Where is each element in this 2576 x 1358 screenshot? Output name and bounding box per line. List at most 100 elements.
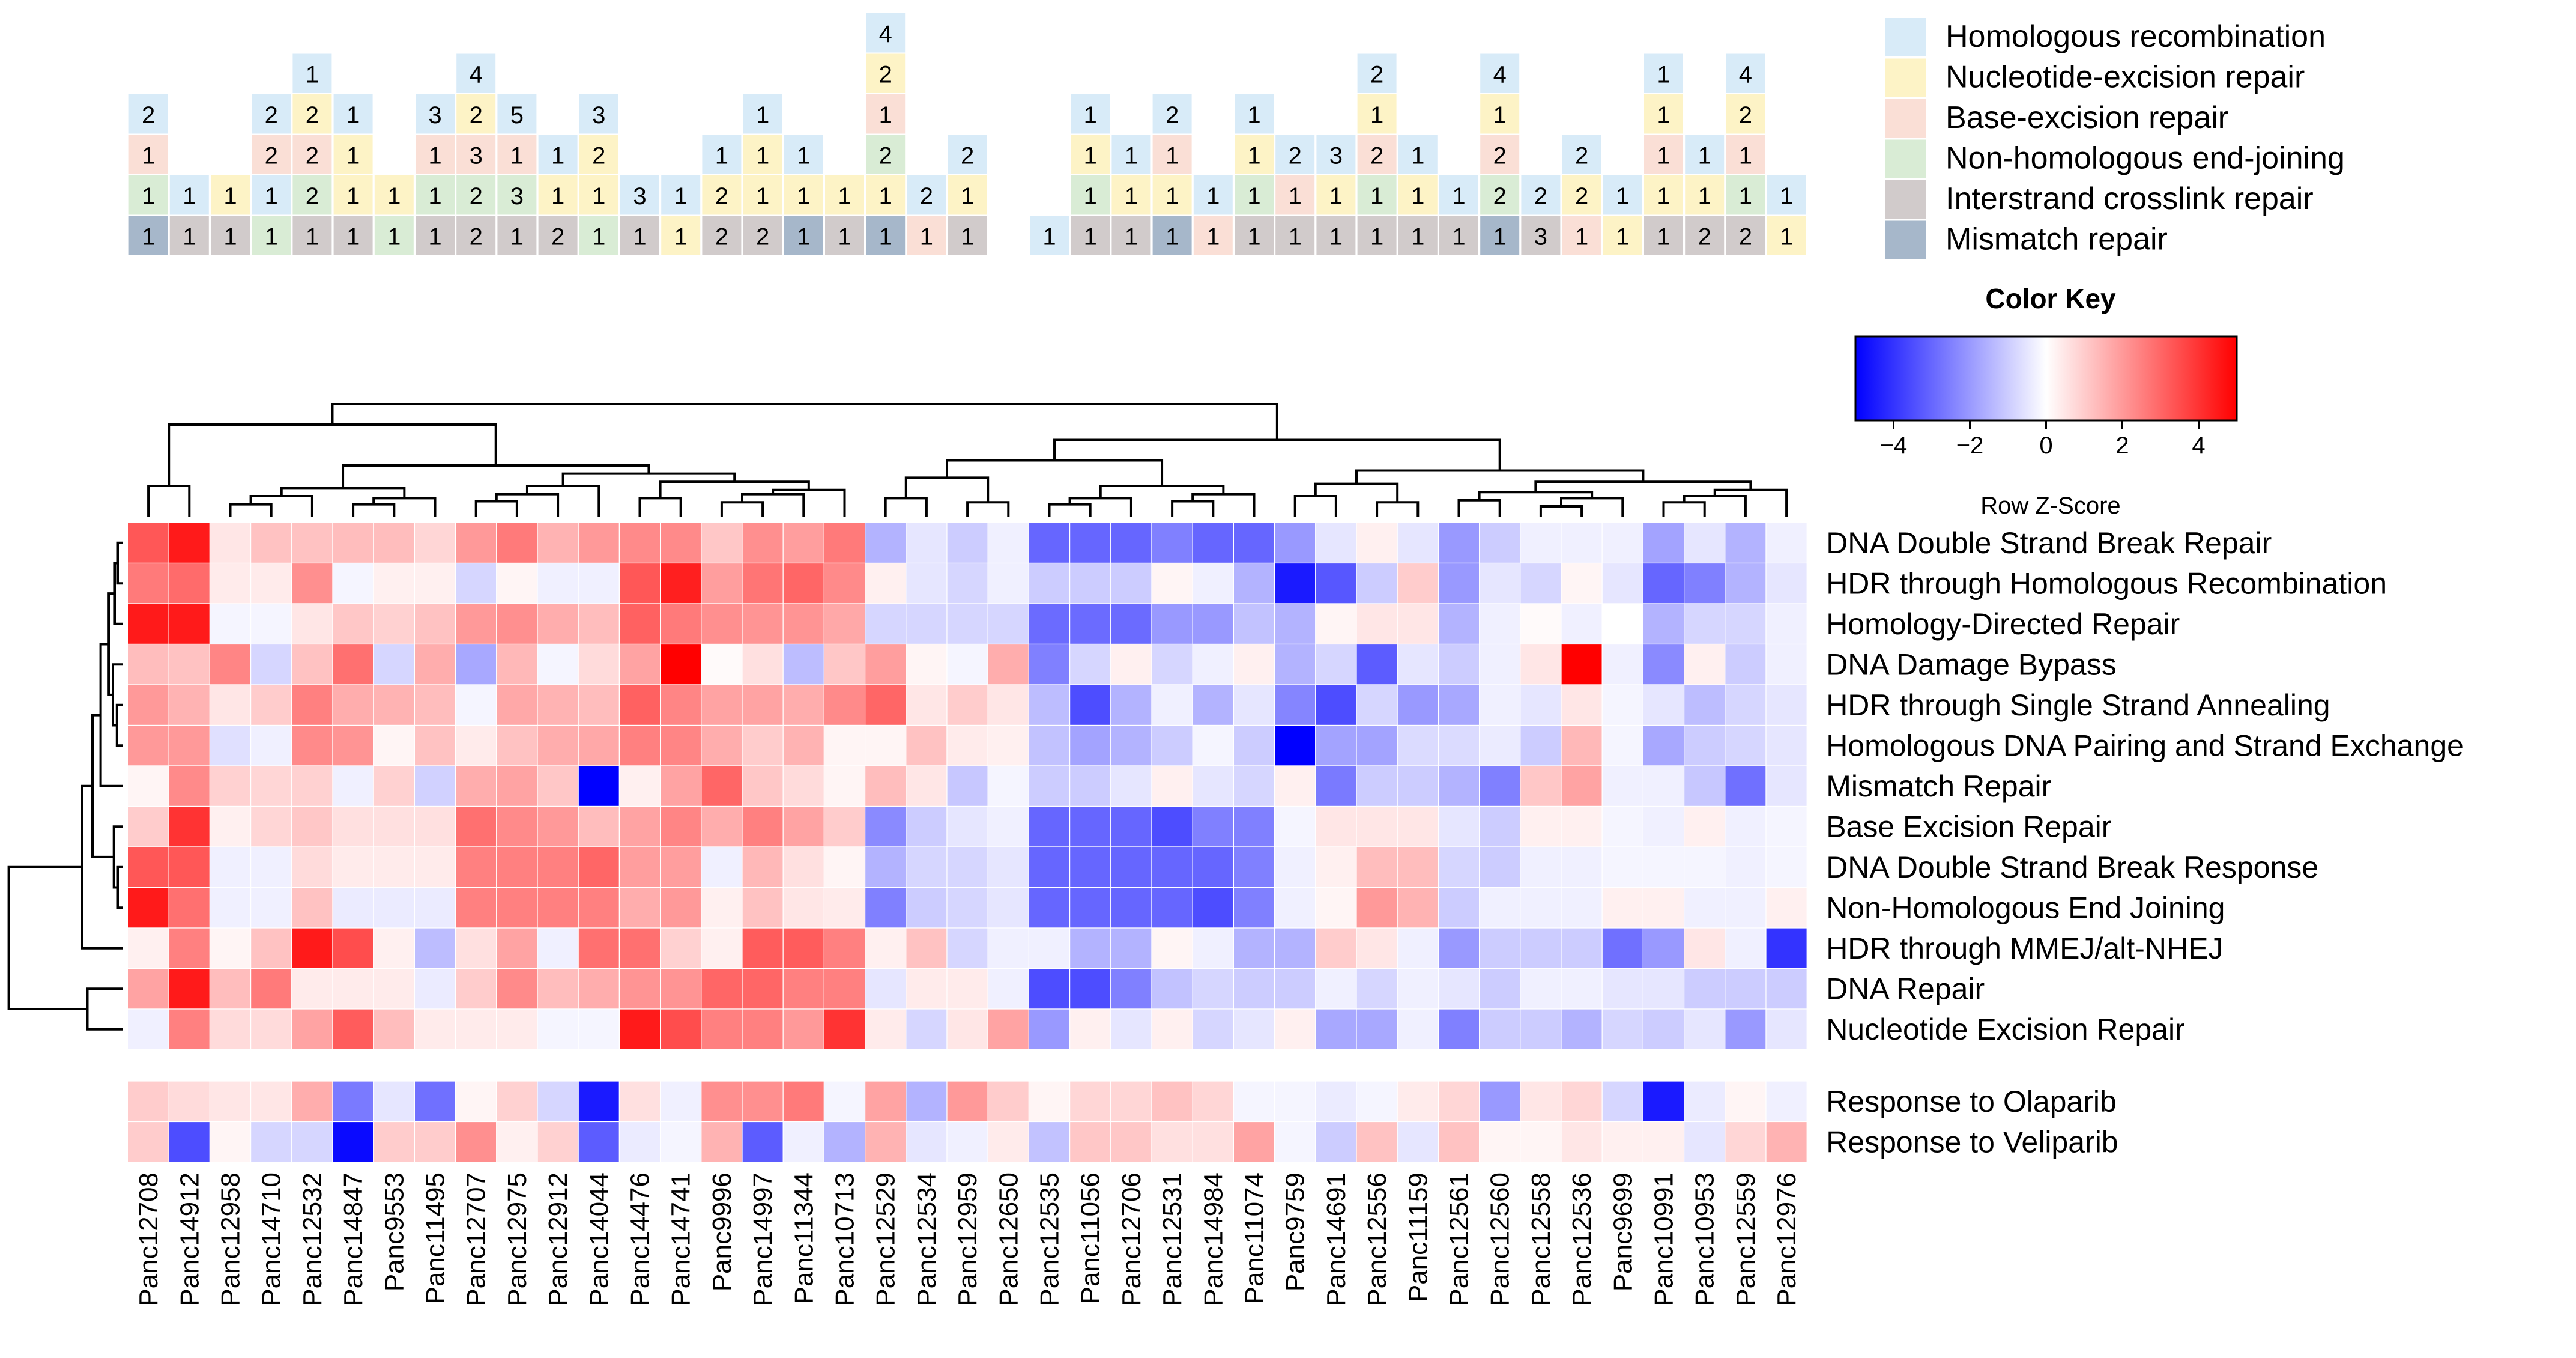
sample-label: Panc10953 [1690,1172,1720,1306]
heatmap-cell [1397,603,1439,645]
heatmap-cell [864,887,907,929]
mutation-count-cell [292,53,332,93]
mutation-count-value: 1 [1042,223,1056,250]
mutation-count-cell [1030,216,1069,255]
sample-label: Panc12706 [1117,1172,1146,1306]
heatmap-cell [1438,1008,1480,1050]
heatmap-cell [742,1008,784,1050]
heatmap-cell [1192,522,1234,564]
legend-swatch [1885,139,1926,178]
mutation-count-cell [1235,94,1274,134]
pathway-label: Base Excision Repair [1826,810,2111,843]
heatmap-cell [946,887,988,929]
drug-response-cell [373,1081,416,1123]
heatmap-cell [1479,562,1521,604]
heatmap-cell [1765,927,1807,969]
heatmap-cell [1725,887,1767,929]
heatmap-cell [864,603,907,645]
heatmap-cell [496,846,538,888]
drug-response-cell [618,1121,661,1163]
heatmap-cell [127,1008,169,1050]
heatmap-cell [1725,968,1767,1010]
heatmap-cell [1765,846,1807,888]
mutation-count-cell [579,94,618,134]
mutation-count-cell [579,175,618,215]
heatmap-cell [1274,522,1316,564]
heatmap-cell [1315,887,1357,929]
heatmap-cell [1151,603,1193,645]
heatmap-cell [1765,603,1807,645]
mutation-count-value: 2 [470,102,483,129]
sample-label: Panc14710 [257,1172,286,1306]
heatmap-cell [373,643,416,685]
mutation-count-cell [456,53,496,93]
heatmap-cell [1069,684,1111,726]
heatmap-cell [659,805,702,847]
mutation-count-cell [1398,175,1438,215]
heatmap-cell [1274,603,1316,645]
mutation-count-cell [661,175,701,215]
heatmap-cell [1192,765,1234,807]
mutation-count-value: 1 [1452,183,1465,210]
pathway-heatmap [127,522,1807,1050]
heatmap-cell [659,846,702,888]
mutation-count-cell [497,94,537,134]
heatmap-cell [1192,684,1234,726]
heatmap-cell [1110,603,1152,645]
heatmap-cell [701,887,743,929]
heatmap-cell [332,968,374,1010]
heatmap-cell [332,765,374,807]
mutation-count-value: 1 [1084,183,1097,210]
dendrogram-branch [331,403,1278,440]
heatmap-cell [1725,522,1767,564]
heatmap-cell [782,968,824,1010]
heatmap-cell [578,968,620,1010]
drug-response-cell [1315,1121,1357,1163]
heatmap-cell [742,887,784,929]
heatmap-cell [823,522,866,564]
mutation-count-cell [1152,135,1192,174]
dendrogram-branch [168,423,497,486]
mutation-count-cell [1685,175,1725,215]
heatmap-cell [1069,968,1111,1010]
mutation-count-value: 1 [1084,223,1097,250]
mutation-count-cell [1275,216,1315,255]
mutation-count-value: 1 [306,61,319,88]
heatmap-cell [496,643,538,685]
heatmap-cell [496,684,538,726]
dendrogram-branch [229,503,273,517]
heatmap-cell [127,968,169,1010]
mutation-count-value: 1 [1739,142,1752,169]
heatmap-cell [455,805,497,847]
mutation-count-value: 1 [346,223,360,250]
legend-label: Homologous recombination [1946,19,2326,54]
mutation-count-cell [252,216,291,255]
mutation-count-value: 4 [470,61,483,88]
sample-label: Panc12561 [1445,1172,1474,1306]
heatmap-cell [1028,522,1071,564]
heatmap-cell [1151,522,1193,564]
mutation-count-cell [1644,135,1683,174]
sample-label: Panc12536 [1567,1172,1597,1306]
heatmap-cell [1520,927,1562,969]
heatmap-cell [496,1008,538,1050]
heatmap-cell [1397,724,1439,766]
mutation-count-cell [702,135,742,174]
drug-response-cell [168,1081,211,1123]
heatmap-cell [250,643,292,685]
heatmap-cell [1110,765,1152,807]
mutation-count-cell [128,175,168,215]
mutation-count-cell [374,175,414,215]
heatmap-cell [1028,927,1071,969]
heatmap-cell [332,1008,374,1050]
heatmap-cell [1110,562,1152,604]
heatmap-cell [618,603,661,645]
heatmap-cell [209,643,252,685]
heatmap-cell [537,968,579,1010]
mutation-count-value: 1 [183,183,196,210]
mutation-count-value: 2 [142,102,155,129]
drug-response-cell [537,1081,579,1123]
heatmap-cell [332,724,374,766]
heatmap-cell [618,522,661,564]
heatmap-cell [537,643,579,685]
